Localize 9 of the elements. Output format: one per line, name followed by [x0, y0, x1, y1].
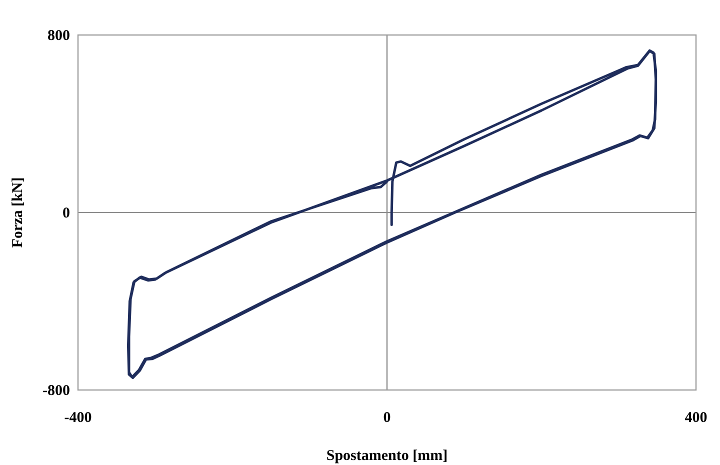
y-axis-title: Forza [kN]: [10, 177, 26, 248]
x-axis-title: Spostamento [mm]: [326, 448, 448, 464]
x-tick-label: 400: [684, 410, 708, 426]
y-tick-label: 800: [48, 28, 70, 44]
x-tick-label: 0: [383, 410, 391, 426]
y-tick-label: -800: [42, 383, 70, 399]
line-series: [126, 49, 658, 380]
y-tick-label: 0: [62, 206, 70, 222]
x-tick-label: -400: [64, 410, 92, 426]
